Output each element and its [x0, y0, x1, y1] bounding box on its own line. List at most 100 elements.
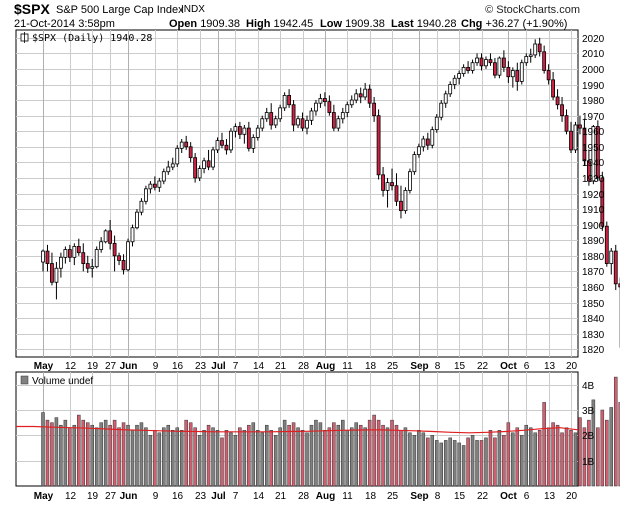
candle	[309, 110, 314, 121]
volume-bar	[421, 432, 426, 487]
volume-bar	[166, 424, 171, 487]
volume-bar	[372, 414, 376, 487]
candle	[103, 230, 108, 243]
volume-bar	[229, 432, 233, 487]
volume-bar	[90, 424, 94, 487]
candle	[54, 267, 59, 283]
low-label: Low	[320, 18, 342, 30]
candle	[600, 177, 605, 227]
candle	[345, 104, 350, 113]
candle	[470, 62, 475, 71]
candle	[618, 283, 620, 288]
price-legend-text: $SPX (Daily) 1940.28	[32, 33, 152, 44]
volume-bar	[54, 417, 59, 487]
volume-bar	[211, 427, 215, 487]
chg-label: Chg	[461, 18, 483, 30]
candle	[170, 163, 175, 168]
volume-bar	[135, 424, 139, 487]
volume-bar	[215, 430, 220, 487]
candle	[215, 140, 220, 151]
candle	[439, 102, 444, 118]
open-label: Open	[169, 18, 198, 30]
volume-tick-label: 4B	[582, 381, 595, 392]
candle	[296, 118, 300, 126]
candle	[524, 56, 529, 64]
volume-x-label: Jun	[120, 491, 138, 502]
volume-x-label: 21	[275, 491, 287, 502]
volume-bar	[511, 432, 515, 487]
volume-bar	[273, 435, 278, 487]
volume-bar	[430, 435, 435, 487]
price-x-label: 27	[105, 361, 117, 372]
candle	[519, 62, 524, 82]
volume-bar	[596, 427, 600, 487]
volume-x-label: 28	[298, 491, 310, 502]
candle	[501, 57, 506, 68]
open-value: 1909.38	[200, 18, 240, 30]
volume-bar	[112, 419, 117, 487]
price-x-label: 25	[387, 361, 399, 372]
price-tick-label: 1870	[582, 267, 605, 278]
volume-bar	[533, 432, 537, 487]
candle	[67, 249, 72, 258]
price-x-label: 7	[233, 361, 239, 372]
volume-tick-label: 2B	[582, 431, 595, 442]
volume-bar	[117, 427, 121, 487]
high-value: 1942.45	[273, 18, 314, 30]
price-legend: $SPX (Daily) 1940.28	[20, 32, 152, 44]
volume-x-label: 8	[435, 491, 441, 502]
price-x-label: Sep	[410, 361, 428, 372]
candle	[331, 112, 336, 129]
candle	[188, 146, 193, 159]
volume-bar	[323, 430, 327, 487]
candle	[376, 115, 381, 176]
volume-bar	[551, 422, 555, 487]
candle	[112, 242, 117, 257]
candle	[533, 43, 538, 56]
candle	[121, 260, 126, 271]
volume-bar	[184, 419, 188, 487]
candle	[358, 93, 363, 98]
candle	[273, 118, 278, 126]
candle	[381, 174, 385, 191]
volume-bar	[108, 424, 112, 487]
candle	[515, 70, 520, 82]
candle	[193, 157, 198, 179]
candle	[130, 227, 135, 243]
volume-bar	[85, 422, 90, 487]
candle	[555, 96, 560, 106]
volume-bar	[520, 435, 524, 487]
volume-bar	[502, 435, 506, 487]
volume-bar	[506, 422, 511, 487]
price-tick-label: 1900	[582, 221, 605, 232]
price-x-label: 28	[298, 361, 310, 372]
candle	[135, 211, 139, 229]
volume-bar	[224, 430, 229, 487]
volume-bar	[363, 427, 367, 487]
price-tick-label: 2010	[582, 49, 605, 60]
chg-value: +36.27 (+1.90%)	[485, 18, 568, 30]
price-x-label: Jul	[211, 361, 226, 372]
volume-bar	[569, 430, 573, 487]
candle	[475, 57, 479, 64]
candle	[85, 263, 90, 269]
volume-bar	[260, 432, 265, 487]
candle	[551, 79, 556, 98]
candle	[90, 266, 95, 269]
price-tick-label: 1820	[582, 345, 605, 356]
volume-bar	[318, 422, 323, 487]
candle	[363, 88, 368, 98]
candle	[126, 241, 130, 271]
candle	[591, 126, 596, 182]
price-x-label: 11	[342, 361, 353, 372]
candle	[367, 88, 372, 104]
candle	[108, 230, 113, 244]
volume-bar	[560, 432, 564, 487]
price-x-label: May	[34, 361, 54, 372]
volume-bar	[206, 424, 211, 487]
candle	[269, 112, 274, 126]
symbol: $SPX	[14, 1, 50, 17]
candle	[58, 256, 63, 269]
candle	[152, 183, 157, 188]
candle	[385, 182, 390, 191]
